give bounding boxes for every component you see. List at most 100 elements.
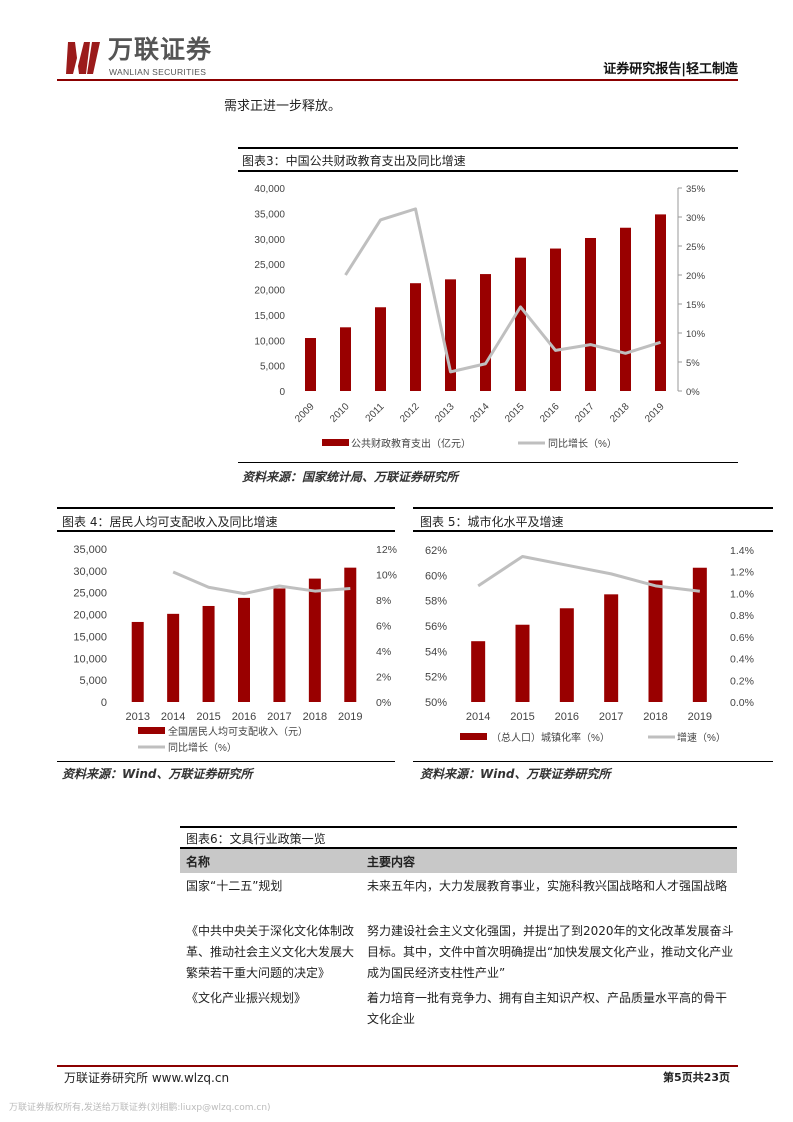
bar-2017 — [604, 594, 619, 702]
bar-2019 — [692, 567, 707, 702]
fig5-source: 资料来源：Wind、万联证券研究所 — [420, 767, 611, 781]
bar-2018 — [308, 578, 321, 702]
right-axis-tick-label: 0.4% — [730, 654, 754, 666]
fig4-chart: 0 5,000 10,000 15,000 20,000 25,000 30,000 35,0… — [73, 544, 397, 754]
x-tick-label: 2016 — [555, 711, 579, 723]
left-axis-tick-label: 60% — [425, 570, 447, 582]
left-axis-tick-label: 10,000 — [73, 653, 107, 665]
fig3-title: 图表3：中国公共财政教育支出及同比增速 — [242, 154, 466, 168]
table-row-1-name: 国家“十二五”规划 — [186, 879, 283, 893]
table-header-content: 主要内容 — [367, 855, 416, 869]
bar-2018 — [620, 227, 631, 391]
x-tick-label: 2014 — [161, 711, 185, 723]
header-divider — [57, 79, 738, 81]
right-axis-tick-label: 10% — [376, 570, 397, 582]
right-axis-tick-label: 4% — [376, 646, 391, 658]
left-axis-tick-label: 52% — [425, 672, 447, 684]
right-axis-tick-label: 0.6% — [730, 632, 754, 644]
bar-2009 — [305, 338, 316, 391]
body-paragraph: 需求正进一步释放。 — [224, 99, 342, 114]
logo-text: 万联证券 — [108, 35, 213, 64]
footer-divider — [57, 1065, 738, 1067]
legend-bar-label: 全国居民人均可支配收入（元） — [168, 725, 308, 738]
fig5-title: 图表 5：城市化水平及增速 — [420, 515, 564, 529]
right-axis-tick-label: 1.2% — [730, 567, 754, 579]
x-tick-label: 2010 — [328, 401, 352, 425]
left-axis-tick-label: 56% — [425, 621, 447, 633]
table-row-3-name: 《文化产业振兴规划》 — [186, 991, 307, 1005]
table-title: 图表6：文具行业政策一览 — [186, 832, 326, 846]
x-tick-label: 2015 — [510, 711, 534, 723]
fig3-source: 资料来源：国家统计局、万联证券研究所 — [242, 470, 459, 484]
bar-2010 — [340, 327, 351, 391]
fig4-bottom-rule — [57, 761, 395, 762]
legend-line-label: 同比增长（%） — [168, 741, 237, 754]
table-row-2-name: 《中共中央关于深化文化体制改革、推动社会主义文化大发展大繁荣若干重大问题的决定》 — [186, 924, 355, 980]
left-axis-tick-label: 0 — [101, 697, 107, 709]
bar-2014 — [167, 613, 180, 702]
left-axis-tick-label: 15,000 — [254, 311, 285, 322]
bar-2016 — [550, 248, 561, 391]
fig3-title-rule — [238, 170, 738, 172]
bar-2013 — [445, 279, 456, 391]
table-top-rule — [180, 826, 737, 828]
x-tick-label: 2017 — [573, 401, 597, 425]
left-axis-tick-label: 5,000 — [79, 675, 107, 687]
footer-company: 万联证券研究所 www.wlzq.cn — [64, 1071, 230, 1085]
x-tick-label: 2015 — [196, 711, 220, 723]
x-tick-label: 2019 — [643, 401, 667, 425]
bar-2016 — [559, 608, 574, 702]
x-tick-label: 2017 — [267, 711, 291, 723]
x-tick-label: 2017 — [599, 711, 623, 723]
x-tick-label: 2011 — [364, 401, 387, 424]
fig5-chart: 50% 52% 54% 56% 58% 60% 62% 0.0% 0.2% 0.4% 0.6% 0.8… — [425, 545, 754, 744]
left-axis-tick-label: 0 — [279, 387, 285, 398]
x-tick-label: 2009 — [293, 401, 317, 425]
page-number: 第5页共23页 — [663, 1071, 730, 1084]
right-axis-tick-label: 15% — [686, 300, 706, 311]
table-title-rule — [180, 847, 737, 849]
left-axis-tick-label: 25,000 — [254, 260, 285, 271]
right-axis-tick-label: 0.2% — [730, 675, 754, 687]
bar-2019 — [344, 567, 357, 702]
right-axis-tick-label: 0% — [686, 387, 700, 398]
x-tick-label: 2016 — [232, 711, 256, 723]
bar-2015 — [515, 257, 526, 391]
legend-bar-label: 公共财政教育支出（亿元） — [351, 437, 471, 450]
table-header — [180, 849, 737, 873]
copyright-watermark: 万联证券版权所有,发送给万联证券(刘相鹏:liuxp@wlzq.com.cn) — [9, 1103, 271, 1113]
right-axis-tick-label: 25% — [686, 242, 706, 253]
x-tick-label: 2016 — [538, 401, 562, 425]
right-axis-tick-label: 5% — [686, 358, 700, 369]
left-axis-tick-label: 35,000 — [254, 209, 285, 220]
logo-w-icon — [66, 42, 100, 74]
x-tick-label: 2018 — [608, 401, 632, 425]
left-axis-tick-label: 25,000 — [73, 588, 107, 600]
left-axis-tick-label: 35,000 — [73, 544, 107, 556]
legend-line-label: 同比增长（%） — [548, 437, 617, 450]
bar-2012 — [410, 283, 421, 391]
bar-2011 — [375, 307, 386, 391]
fig4-title-rule — [57, 530, 395, 532]
right-axis-tick-label: 2% — [376, 672, 391, 684]
fig3-top-rule — [238, 147, 738, 149]
left-axis-tick-label: 15,000 — [73, 631, 107, 643]
right-axis-tick-label: 30% — [686, 213, 706, 224]
left-axis-tick-label: 30,000 — [254, 235, 285, 246]
left-axis-tick-label: 30,000 — [73, 566, 107, 578]
right-axis-tick-label: 6% — [376, 621, 391, 633]
legend-bar-swatch — [460, 733, 487, 740]
right-axis-tick-label: 1.4% — [730, 545, 754, 557]
left-axis-tick-label: 50% — [425, 697, 447, 709]
right-axis-tick-label: 0% — [376, 697, 391, 709]
fig3-bottom-rule — [238, 462, 738, 463]
table-row-2-content: 努力建设社会主义文化强国，并提出了到2020年的文化改革发展奋斗目标。其中，文件… — [367, 924, 734, 980]
legend-bar-swatch — [138, 727, 165, 734]
left-axis-tick-label: 40,000 — [254, 184, 285, 195]
fig4-source: 资料来源：Wind、万联证券研究所 — [62, 767, 253, 781]
legend-line-label: 增速（%） — [677, 731, 726, 744]
bar-2019 — [655, 214, 666, 391]
bar-2016 — [238, 597, 250, 702]
logo-subtext: WANLIAN SECURITIES — [109, 67, 207, 77]
left-axis-tick-label: 20,000 — [254, 286, 285, 297]
